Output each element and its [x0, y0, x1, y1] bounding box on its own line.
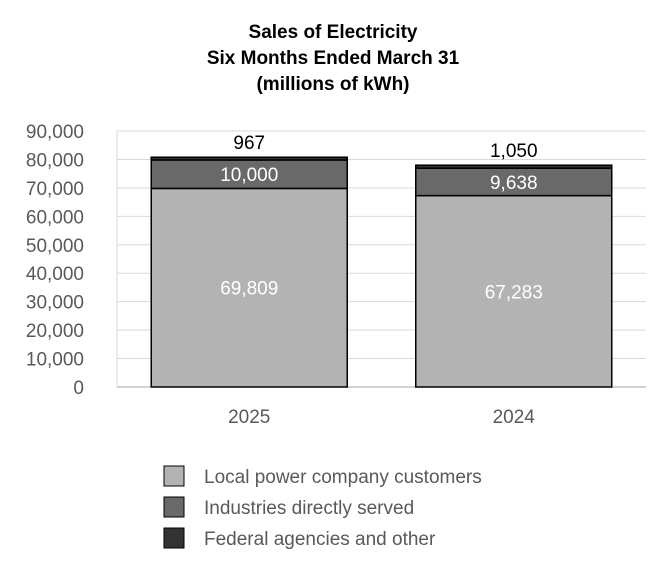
y-tick-label: 40,000 — [26, 264, 84, 285]
data-label: 967 — [233, 133, 265, 154]
chart-title: Sales of Electricity Six Months Ended Ma… — [207, 22, 460, 95]
data-label: 67,283 — [485, 282, 543, 303]
chart-title-line-2: Six Months Ended March 31 — [207, 48, 460, 69]
legend-swatch — [163, 496, 185, 518]
legend: Local power company customers Industries … — [163, 465, 482, 550]
bar-segment — [415, 194, 613, 388]
chart-title-line-3: (millions of kWh) — [256, 74, 409, 95]
bar-segment — [150, 187, 348, 388]
data-labels: 69,809 10,000 967 67,283 9,638 1,050 — [220, 133, 543, 303]
data-label: 9,638 — [490, 173, 538, 194]
y-tick-label: 80,000 — [26, 150, 84, 171]
data-label: 10,000 — [220, 165, 278, 186]
legend-label: Industries directly served — [204, 498, 414, 519]
x-tick-label: 2025 — [228, 407, 270, 428]
y-tick-label: 10,000 — [26, 350, 84, 371]
y-tick-label: 20,000 — [26, 321, 84, 342]
bars — [150, 156, 613, 388]
y-tick-label: 30,000 — [26, 293, 84, 314]
bar-segment — [415, 164, 613, 169]
legend-swatch — [163, 527, 185, 549]
y-tick-label: 90,000 — [26, 122, 84, 143]
bar-segment — [415, 167, 613, 197]
legend-label: Local power company customers — [204, 467, 482, 488]
y-axis-ticks: 0 10,000 20,000 30,000 40,000 50,000 60,000 70,… — [26, 122, 84, 399]
y-tick-label: 60,000 — [26, 207, 84, 228]
bar-segment — [150, 159, 348, 190]
y-tick-label: 0 — [73, 378, 84, 399]
y-tick-label: 50,000 — [26, 236, 84, 257]
legend-swatch — [163, 465, 185, 487]
data-label: 69,809 — [220, 279, 278, 300]
legend-label: Federal agencies and other — [204, 529, 436, 550]
chart-title-line-1: Sales of Electricity — [249, 22, 418, 43]
bar-segment — [150, 156, 348, 161]
data-label: 1,050 — [490, 141, 538, 162]
y-tick-label: 70,000 — [26, 179, 84, 200]
x-axis-ticks: 2025 2024 — [228, 407, 535, 428]
x-tick-label: 2024 — [493, 407, 536, 428]
